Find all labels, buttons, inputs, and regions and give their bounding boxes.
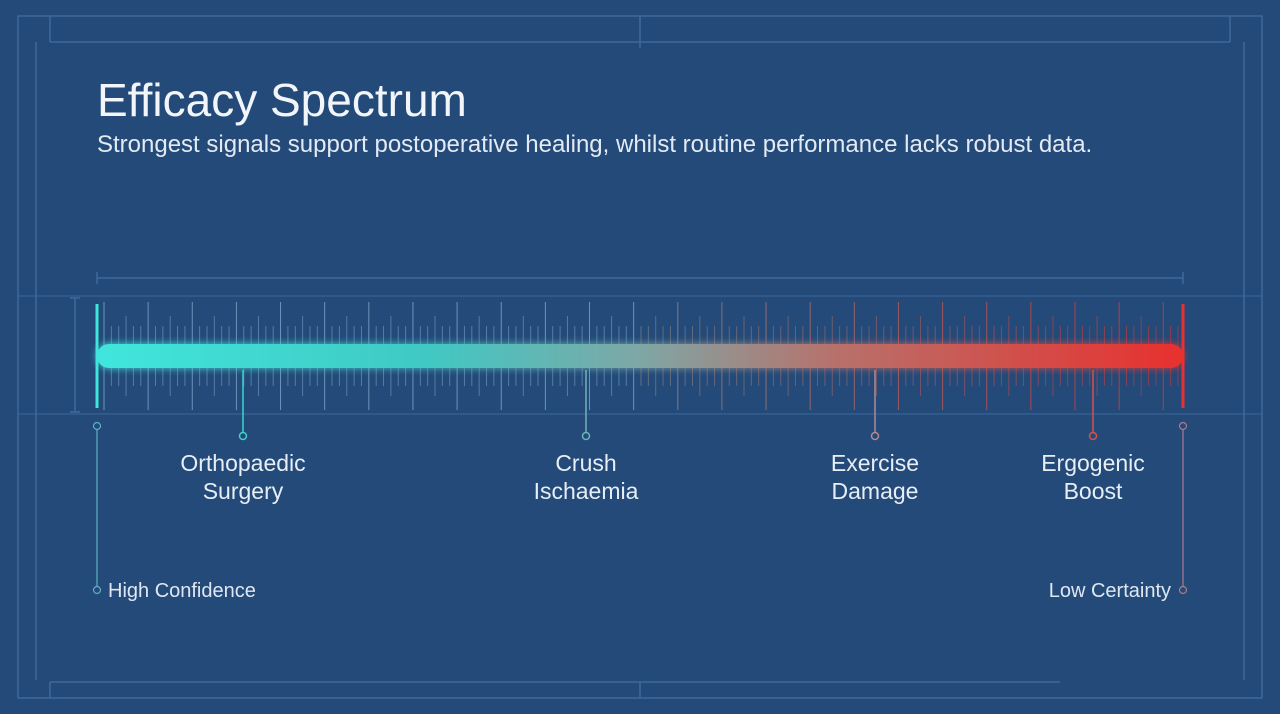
marker-label: Crush bbox=[555, 450, 616, 476]
marker-label: Boost bbox=[1064, 478, 1123, 504]
marker-label: Exercise bbox=[831, 450, 919, 476]
marker: Exercise Damage bbox=[831, 370, 919, 504]
marker-label: Damage bbox=[832, 478, 919, 504]
title: Efficacy Spectrum bbox=[97, 74, 467, 126]
start-label: High Confidence bbox=[108, 580, 256, 602]
marker: Crush Ischaemia bbox=[534, 370, 639, 504]
subtitle: Strongest signals support postoperative … bbox=[97, 131, 1092, 158]
marker-label: Surgery bbox=[203, 478, 284, 504]
marker: Orthopaedic Surgery bbox=[180, 370, 306, 504]
marker-label: Orthopaedic bbox=[180, 450, 305, 476]
spectrum-bar bbox=[97, 344, 1183, 368]
marker-label: Ergogenic bbox=[1041, 450, 1145, 476]
end-label: Low Certainty bbox=[1049, 580, 1171, 602]
marker: Ergogenic Boost bbox=[1041, 370, 1145, 504]
blueprint-frame bbox=[17, 15, 1263, 699]
end-indicator bbox=[1178, 421, 1188, 595]
marker-label: Ischaemia bbox=[534, 478, 639, 504]
start-indicator bbox=[92, 421, 102, 595]
